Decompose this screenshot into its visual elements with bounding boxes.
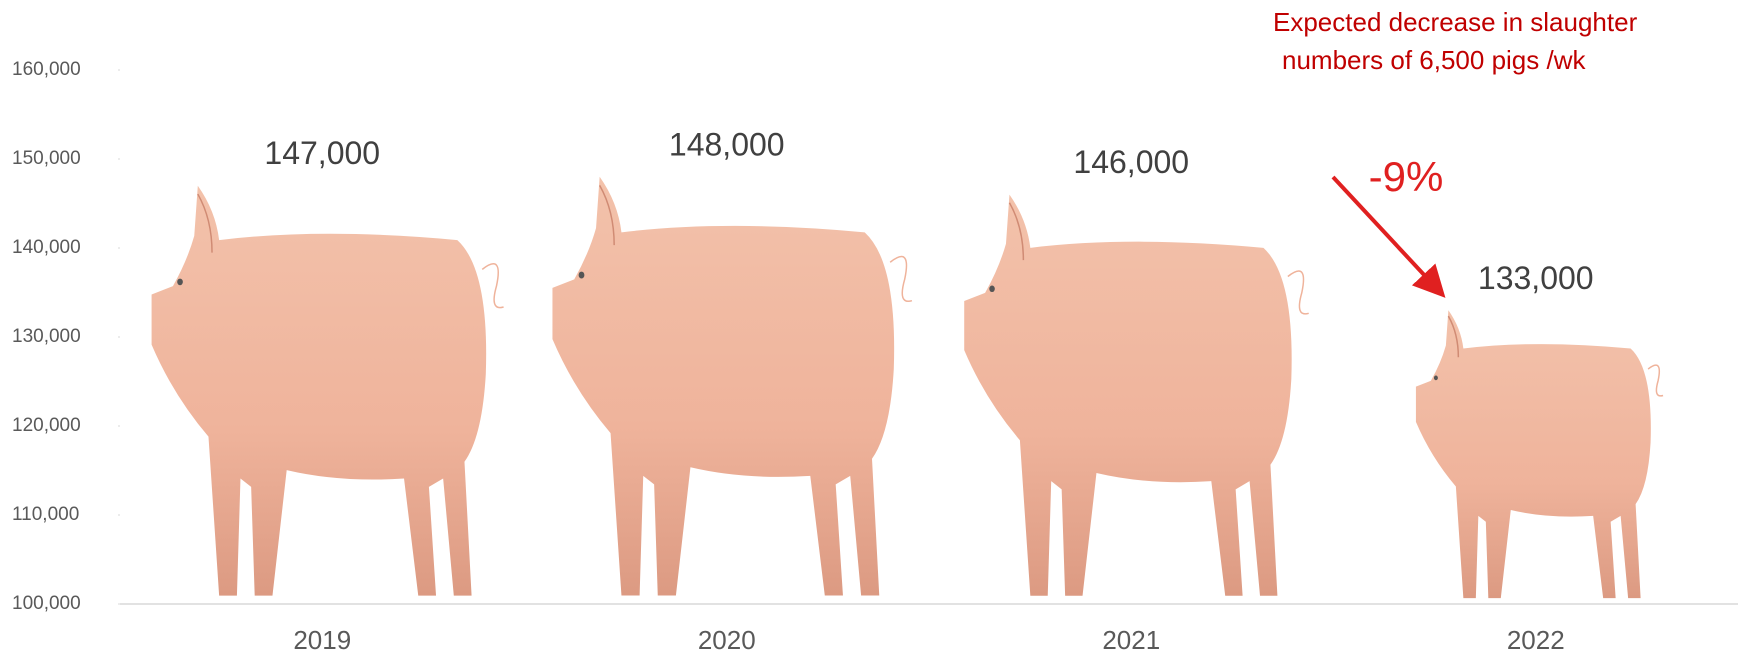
pig-ear [600,185,615,245]
y-tick-label: 110,000 [12,504,79,525]
pig-body [964,194,1292,596]
pig-eye [989,285,995,293]
x-tick-label: 2019 [293,625,351,655]
pig-body [552,176,895,596]
x-tick-label: 2021 [1102,625,1160,655]
pig-body [151,185,487,596]
y-tick-label: 120,000 [12,415,81,436]
pig-tail [1648,365,1663,396]
pig-tail [890,257,912,302]
pig [964,194,1309,596]
pig-eye [578,271,585,279]
value-label: 148,000 [669,126,785,162]
pig [151,185,504,596]
y-tick-label: 140,000 [12,237,81,258]
arrow [1331,175,1446,298]
y-tick-label: 130,000 [12,326,81,347]
pig-eye [177,278,183,286]
pig [1415,310,1663,599]
value-label: 133,000 [1478,260,1594,296]
pig [552,176,912,596]
pig-ear [198,194,212,253]
pig-tail [482,264,503,308]
pig-eye [1433,375,1438,381]
pig-ear [1009,203,1023,260]
pig-body [1415,310,1651,599]
y-tick-label: 160,000 [12,59,81,80]
annotation: numbers of 6,500 pigs /wk [1282,45,1586,75]
pig-tail [1288,271,1309,314]
pig-ear [1448,316,1458,357]
annotation-percent: -9% [1369,153,1444,200]
value-label: 146,000 [1073,144,1189,180]
y-tick-label: 100,000 [12,593,81,614]
value-label: 147,000 [264,135,380,171]
annotation: Expected decrease in slaughter [1273,7,1638,37]
x-tick-label: 2022 [1507,625,1565,655]
x-tick-label: 2020 [698,625,756,655]
y-tick-label: 150,000 [12,148,81,169]
